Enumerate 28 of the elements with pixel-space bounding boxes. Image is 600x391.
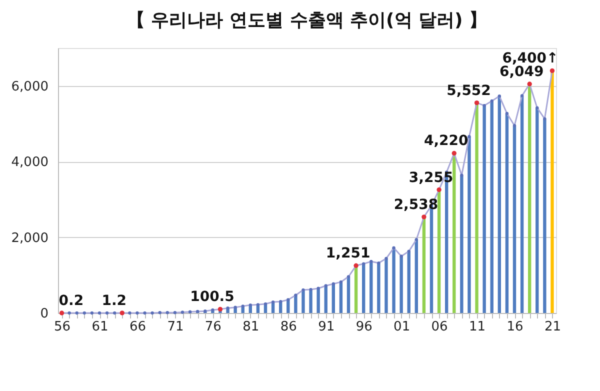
- x-tick-label: 81: [242, 320, 260, 334]
- data-label: 1.2: [102, 292, 127, 309]
- x-tick-label: 96: [356, 320, 372, 334]
- x-tick-label: 01: [394, 320, 410, 334]
- data-label: 1,251: [326, 246, 370, 262]
- data-label: 4,220: [424, 133, 469, 150]
- data-label: 6,049: [499, 64, 544, 80]
- x-tick-label: 11: [469, 320, 486, 334]
- x-tick-label: 66: [129, 320, 146, 334]
- data-label: 100.5: [190, 289, 234, 306]
- x-tick-label: 16: [506, 320, 524, 334]
- y-tick-label: 4,000: [11, 155, 48, 170]
- x-tick-label: 91: [318, 320, 335, 334]
- data-label: 2,538: [394, 196, 438, 213]
- data-label: 6,400↑: [502, 50, 558, 67]
- x-tick-label: 21: [544, 320, 561, 334]
- y-tick-label: 2,000: [11, 230, 48, 246]
- x-tick-label: 86: [280, 320, 297, 334]
- y-tick-label: 0: [40, 306, 48, 322]
- chart-title: 【 우리나라 연도별 수출액 추이(억 달러) 】: [126, 10, 488, 31]
- y-tick-label: 6,000: [11, 79, 48, 94]
- data-label: 0.2: [58, 292, 84, 309]
- x-tick-label: 06: [431, 320, 448, 334]
- x-tick-label: 76: [204, 320, 222, 334]
- x-tick-label: 61: [92, 320, 108, 334]
- x-tick-label: 56: [54, 320, 71, 334]
- x-tick-label: 71: [167, 320, 184, 334]
- data-label: 5,552: [446, 82, 491, 99]
